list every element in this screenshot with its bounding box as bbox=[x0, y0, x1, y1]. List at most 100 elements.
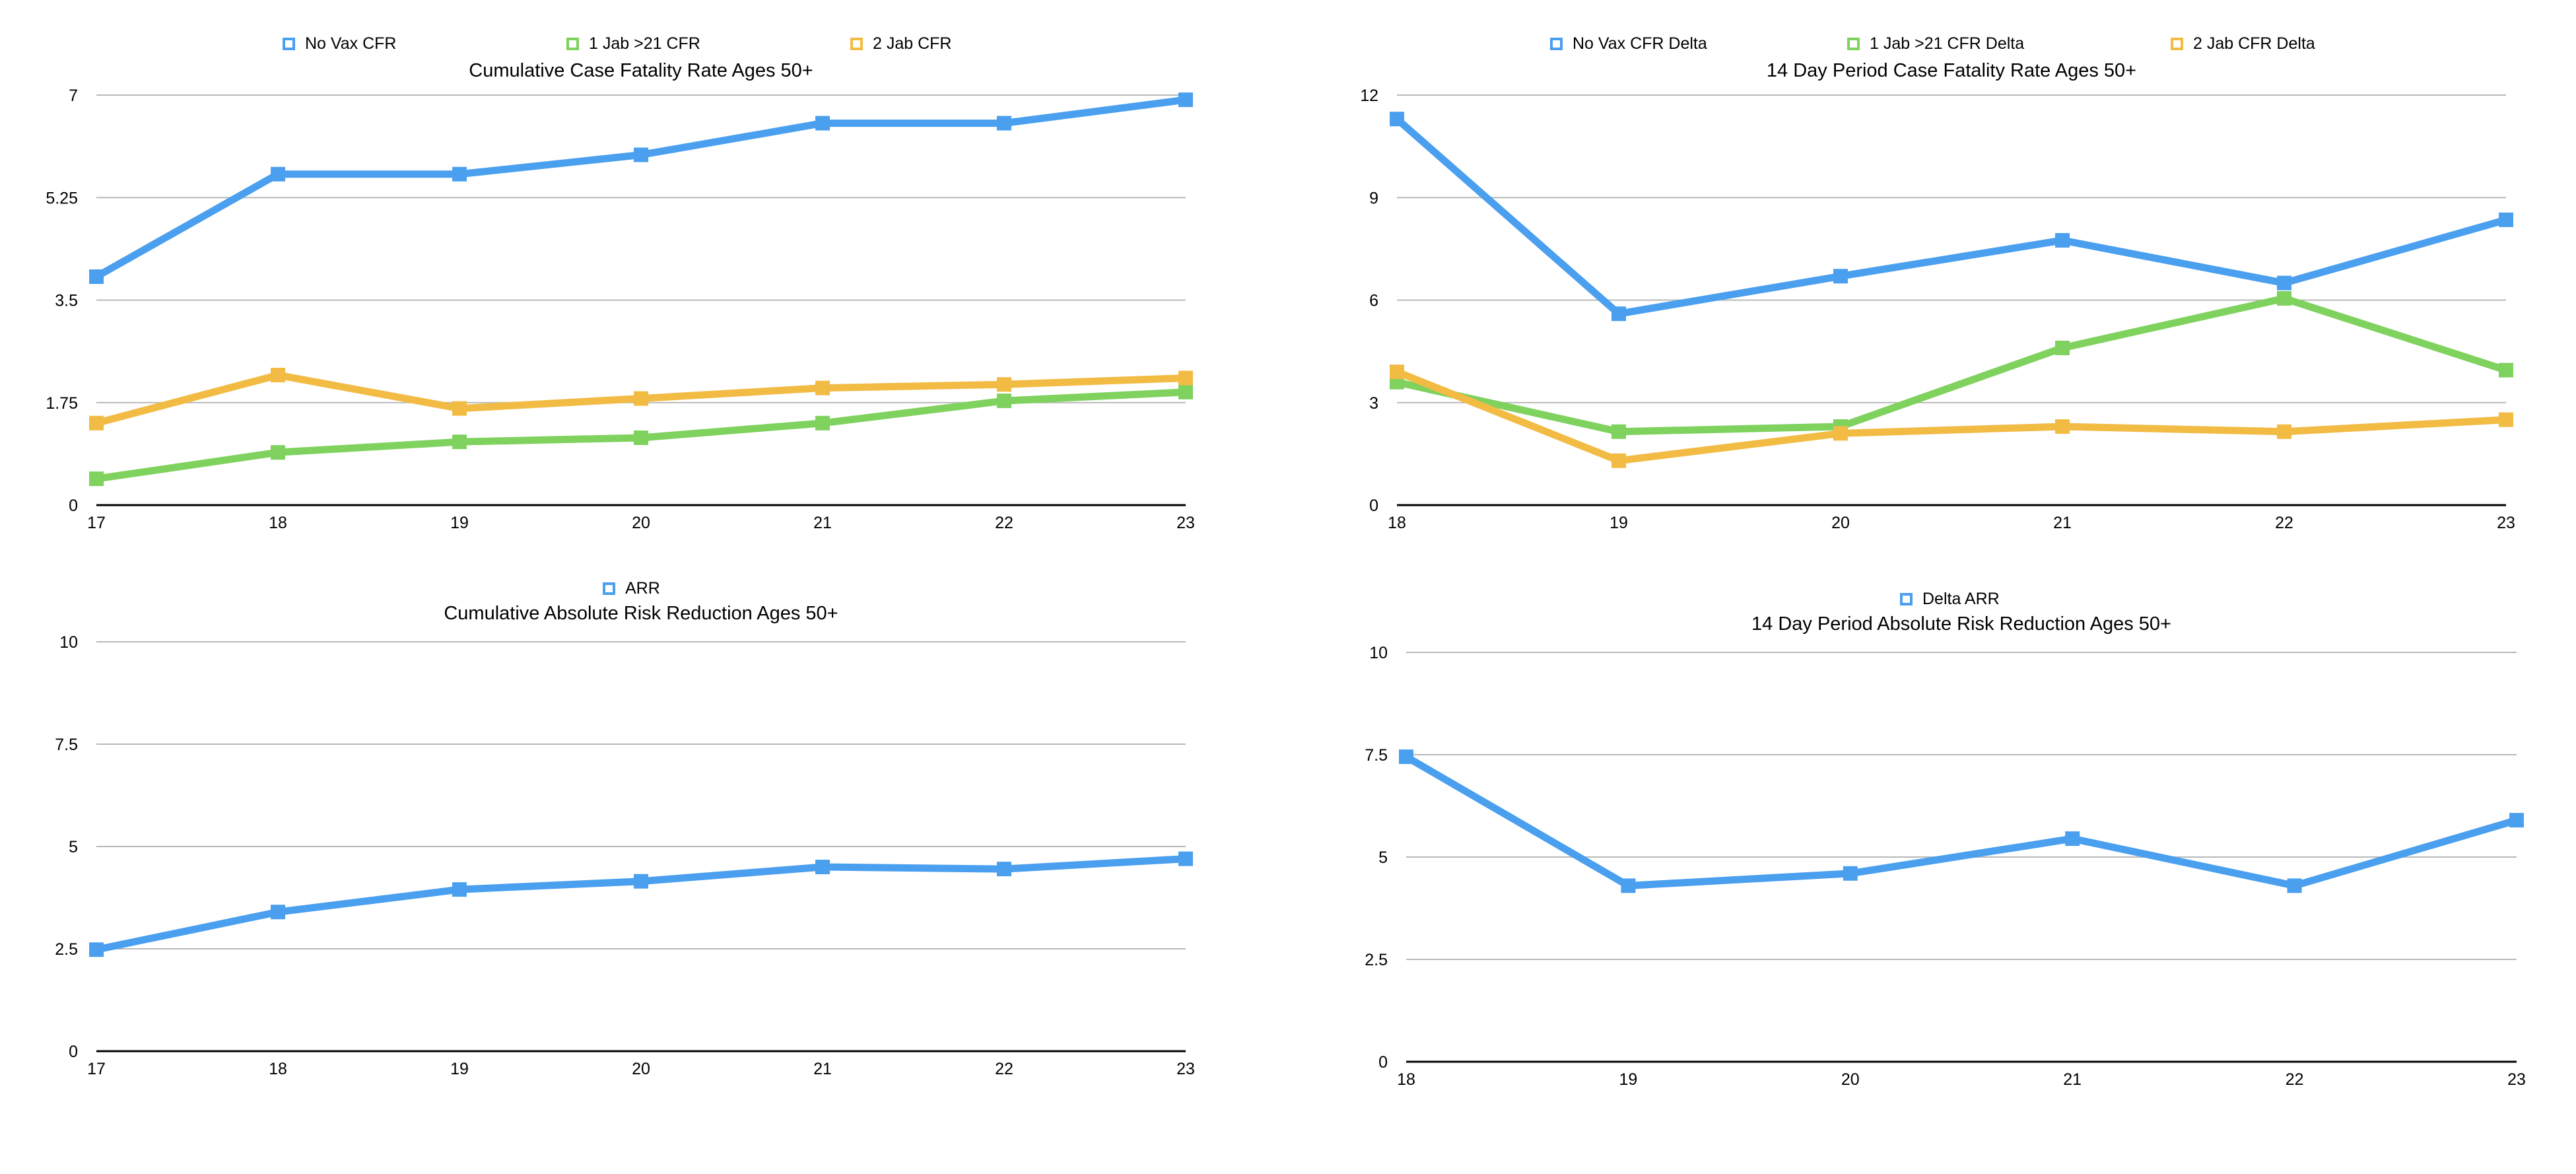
legend-label: No Vax CFR Delta bbox=[1573, 34, 1707, 53]
y-tick-label: 5.25 bbox=[46, 189, 78, 207]
data-point bbox=[1611, 306, 1626, 322]
legend-label: Delta ARR bbox=[1922, 590, 2000, 608]
y-tick-label: 2.5 bbox=[1365, 951, 1388, 969]
data-point bbox=[2055, 340, 2070, 355]
data-point bbox=[271, 905, 285, 920]
data-point bbox=[1611, 424, 1626, 439]
data-point bbox=[1833, 426, 1848, 441]
data-point bbox=[815, 860, 830, 874]
data-point bbox=[1611, 453, 1626, 468]
series-line bbox=[92, 96, 1190, 281]
x-tick-label: 23 bbox=[2507, 1070, 2526, 1089]
y-tick-label: 6 bbox=[1369, 292, 1378, 310]
x-tick-label: 22 bbox=[995, 514, 1013, 532]
x-tick-label: 20 bbox=[632, 514, 650, 532]
x-tick-label: 18 bbox=[269, 1060, 287, 1078]
x-tick-label: 21 bbox=[2053, 514, 2072, 532]
x-tick-label: 19 bbox=[450, 1060, 469, 1078]
legend-marker bbox=[566, 38, 579, 50]
data-point bbox=[815, 415, 830, 431]
data-point bbox=[2499, 412, 2513, 427]
data-point bbox=[452, 882, 467, 897]
data-point bbox=[1399, 749, 1413, 765]
legend-item: 2 Jab CFR Delta bbox=[2171, 34, 2315, 53]
chart-panel-1: No Vax CFR 1 Jab >21 CFR 2 Jab CFR Cumulati… bbox=[46, 34, 1195, 532]
y-tick-label: 0 bbox=[1369, 497, 1378, 515]
y-tick-label: 7.5 bbox=[1365, 746, 1388, 765]
data-point bbox=[1390, 364, 1404, 380]
data-point bbox=[89, 471, 104, 487]
x-tick-label: 17 bbox=[87, 514, 106, 532]
legend-label: 1 Jab >21 CFR Delta bbox=[1870, 34, 2024, 53]
x-tick-label: 18 bbox=[1388, 514, 1406, 532]
legend-marker bbox=[1900, 593, 1913, 605]
data-point bbox=[2287, 878, 2302, 893]
data-point bbox=[1178, 851, 1193, 866]
chart-title: 14 Day Period Absolute Risk Reduction Ag… bbox=[1751, 613, 2171, 635]
legend-item: Delta ARR bbox=[1900, 590, 2000, 608]
data-point bbox=[452, 401, 467, 416]
x-tick-label: 19 bbox=[1610, 514, 1628, 532]
chart-panel-2: No Vax CFR Delta 1 Jab >21 CFR Delta 2 Jab… bbox=[1360, 34, 2515, 532]
data-point bbox=[1843, 866, 1858, 881]
legend-item: No Vax CFR Delta bbox=[1550, 34, 1707, 53]
chart-title: Cumulative Absolute Risk Reduction Ages … bbox=[444, 603, 838, 624]
data-point bbox=[1390, 112, 1404, 127]
legend-label: No Vax CFR bbox=[305, 34, 396, 53]
data-point bbox=[2277, 291, 2291, 306]
data-point bbox=[1178, 384, 1193, 399]
chart-panel-4: Delta ARR 14 Day Period Absolute Risk Red… bbox=[1365, 590, 2526, 1089]
y-tick-label: 0 bbox=[69, 1043, 78, 1061]
series-line bbox=[1402, 753, 2521, 889]
legend-item: ARR bbox=[603, 579, 660, 598]
data-point bbox=[2055, 232, 2070, 248]
chart-title: 14 Day Period Case Fatality Rate Ages 50… bbox=[1767, 60, 2136, 81]
x-tick-label: 21 bbox=[2063, 1070, 2082, 1089]
data-point bbox=[1178, 370, 1193, 386]
data-point bbox=[89, 269, 104, 285]
data-point bbox=[452, 166, 467, 182]
legend-marker bbox=[283, 38, 295, 50]
data-point bbox=[2509, 813, 2524, 828]
legend-label: 2 Jab CFR Delta bbox=[2193, 34, 2315, 53]
chart-title: Cumulative Case Fatality Rate Ages 50+ bbox=[469, 60, 813, 81]
data-point bbox=[1621, 878, 1636, 893]
data-point bbox=[1178, 92, 1193, 108]
legend-item: 1 Jab >21 CFR bbox=[566, 34, 700, 53]
x-tick-label: 18 bbox=[1397, 1070, 1415, 1089]
data-point bbox=[1833, 269, 1848, 284]
legend-item: 2 Jab CFR bbox=[850, 34, 951, 53]
legend-marker bbox=[603, 582, 615, 595]
y-tick-label: 0 bbox=[69, 497, 78, 515]
data-point bbox=[2055, 419, 2070, 434]
y-tick-label: 3 bbox=[1369, 394, 1378, 413]
data-point bbox=[2277, 424, 2291, 439]
y-tick-label: 1.75 bbox=[46, 394, 78, 413]
data-point bbox=[634, 430, 648, 445]
data-point bbox=[2499, 363, 2513, 378]
y-tick-label: 12 bbox=[1360, 86, 1378, 105]
series-line bbox=[1393, 368, 2510, 465]
y-tick-label: 10 bbox=[1369, 644, 1388, 662]
x-tick-label: 22 bbox=[2275, 514, 2293, 532]
y-tick-label: 10 bbox=[59, 633, 78, 652]
legend-marker bbox=[850, 38, 863, 50]
data-point bbox=[2277, 275, 2291, 291]
y-tick-label: 5 bbox=[69, 838, 78, 856]
y-tick-label: 9 bbox=[1369, 189, 1378, 207]
legend-marker bbox=[2171, 38, 2183, 50]
y-tick-label: 5 bbox=[1378, 848, 1388, 867]
data-point bbox=[815, 380, 830, 396]
x-tick-label: 19 bbox=[450, 514, 469, 532]
x-tick-label: 20 bbox=[632, 1060, 650, 1078]
chart-panel-3: ARR Cumulative Absolute Risk Reduction Ag… bbox=[55, 579, 1195, 1078]
data-point bbox=[2499, 212, 2513, 227]
x-tick-label: 22 bbox=[995, 1060, 1013, 1078]
y-tick-label: 7 bbox=[69, 86, 78, 105]
x-tick-label: 21 bbox=[813, 514, 832, 532]
legend-marker bbox=[1847, 38, 1860, 50]
data-point bbox=[997, 862, 1011, 877]
x-tick-label: 17 bbox=[87, 1060, 106, 1078]
x-tick-label: 23 bbox=[1176, 514, 1195, 532]
data-point bbox=[815, 116, 830, 131]
